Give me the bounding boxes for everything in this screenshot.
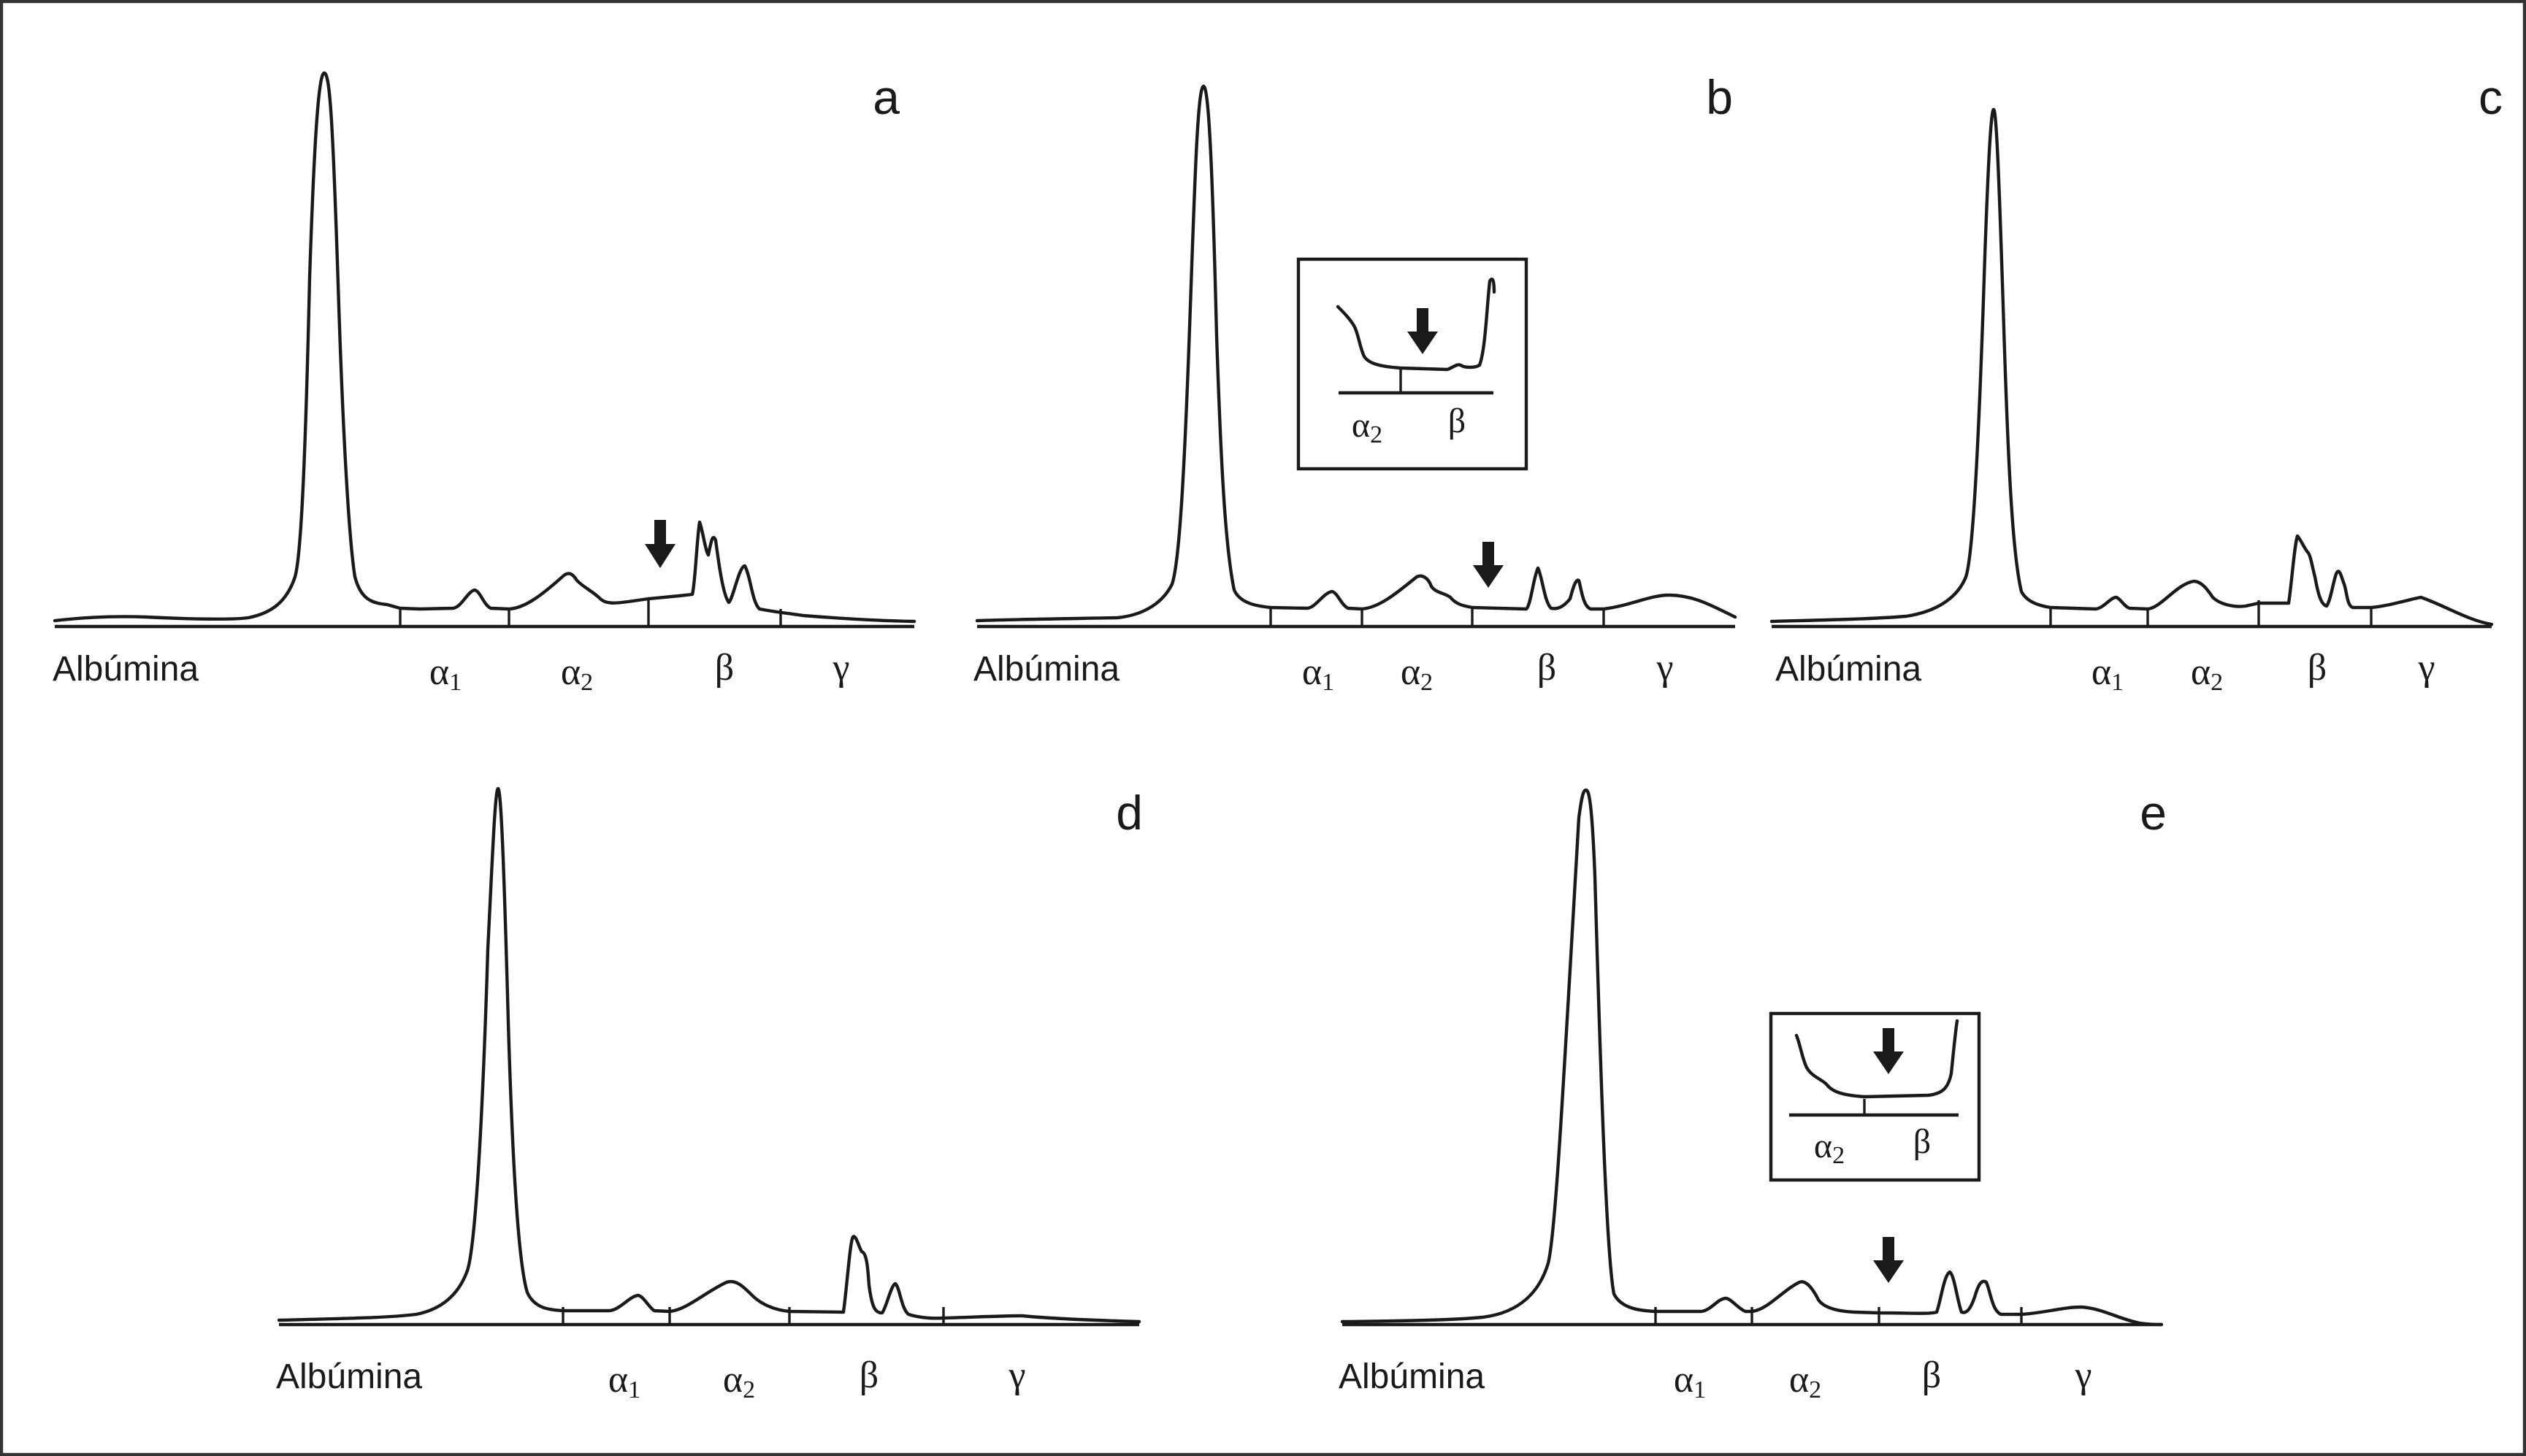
down-arrow-icon [1873, 1237, 1904, 1283]
inset-frame [1296, 257, 1528, 471]
fraction-dividers [562, 1307, 945, 1325]
fraction-label-alpha2: α2 [2191, 651, 2223, 696]
down-arrow-icon [1873, 1028, 1904, 1074]
fraction-label-gamma: γ [833, 647, 850, 689]
fraction-label-beta: β [860, 1355, 879, 1396]
albumin-label: Albúmina [276, 1357, 422, 1396]
fraction-label-alpha1: α1 [2091, 651, 2124, 696]
albumin-label: Albúmina [973, 650, 1120, 689]
fraction-label-alpha1: α1 [429, 651, 462, 696]
panel-d: d Albúmina α1 α2 β γ [276, 786, 1143, 1403]
fraction-label-alpha2: α2 [561, 651, 593, 696]
fraction-label-alpha1: α1 [608, 1359, 640, 1403]
inset-b: α2 β [1296, 257, 1528, 471]
fraction-dividers [399, 597, 782, 627]
fraction-label-gamma: γ [2075, 1355, 2092, 1396]
fraction-label-beta: β [1537, 647, 1556, 689]
inset-label-beta: β [1448, 402, 1466, 440]
down-arrow-icon [1473, 542, 1504, 588]
fraction-label-beta: β [1922, 1355, 1941, 1396]
fraction-label-beta: β [2308, 647, 2327, 689]
densitometry-trace [975, 84, 1737, 623]
down-arrow-icon [645, 520, 675, 568]
densitometry-trace [1340, 788, 2164, 1327]
fraction-label-alpha1: α1 [1302, 651, 1334, 696]
inset-label-alpha2: α2 [1352, 406, 1382, 448]
fraction-label-alpha2: α2 [1401, 651, 1433, 696]
albumin-label: Albúmina [1775, 650, 1921, 689]
fraction-label-gamma: γ [1656, 647, 1674, 689]
albumin-label: Albúmina [1339, 1357, 1485, 1396]
inset-label-beta: β [1913, 1122, 1931, 1161]
densitometry-trace [53, 71, 916, 624]
panel-letter: b [1706, 70, 1733, 124]
panel-letter: d [1116, 786, 1143, 840]
fraction-label-alpha2: α2 [1789, 1359, 1821, 1403]
panel-letter: a [873, 70, 900, 124]
densitometry-trace [1769, 107, 2494, 627]
fraction-label-beta: β [715, 647, 734, 689]
panel-letter: c [2479, 70, 2503, 124]
panel-letter: e [2140, 786, 2167, 840]
inset-trace [1336, 277, 1496, 372]
fraction-label-alpha2: α2 [723, 1359, 755, 1403]
densitometry-trace [277, 786, 1141, 1324]
panel-e: e Albúmina α1 α2 β γ α2 β [1339, 786, 2167, 1403]
panel-b: b Albúmina α1 α2 β γ α2 β [973, 70, 1737, 696]
inset-e: α2 β [1769, 1011, 1981, 1182]
inset-trace [1794, 1019, 1959, 1099]
fraction-label-alpha1: α1 [1674, 1359, 1706, 1403]
panel-c: c Albúmina α1 α2 β γ [1769, 70, 2503, 696]
fraction-label-gamma: γ [2418, 647, 2435, 689]
fraction-dividers [1269, 609, 1605, 627]
fraction-label-gamma: γ [1009, 1355, 1026, 1396]
albumin-label: Albúmina [53, 650, 199, 689]
panel-a: a Albúmina α1 α2 β γ [53, 70, 916, 696]
down-arrow-icon [1407, 308, 1438, 354]
